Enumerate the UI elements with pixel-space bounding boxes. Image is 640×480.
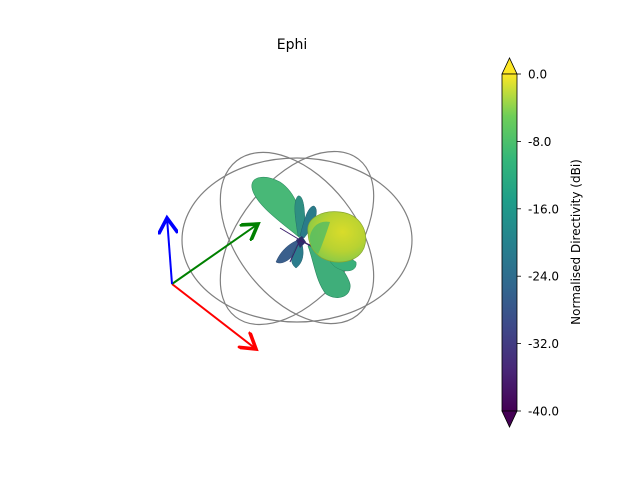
- colorbar: 0.0 -8.0 -16.0 -24.0 -32.0 -40.0 Normalised D…: [501, 57, 583, 428]
- upper-lobe: [251, 176, 302, 239]
- colorbar-tick-label: 0.0: [528, 68, 547, 82]
- y-axis-arrow: [171, 224, 258, 285]
- z-axis-arrow: [167, 218, 172, 285]
- colorbar-tick-label: -16.0: [528, 202, 559, 216]
- left-lobe-petal: [291, 243, 304, 269]
- colorbar-extend-top: [501, 57, 518, 75]
- reference-circle-horizontal: [181, 157, 413, 323]
- radiation-pattern: [251, 176, 366, 298]
- chart-title: Ephi: [277, 37, 308, 53]
- null-spike-a: [279, 227, 301, 241]
- null-spike-c: [289, 239, 301, 263]
- reference-circle-tilted-a: [219, 151, 375, 325]
- colorbar-ticks: 0.0 -8.0 -16.0 -24.0 -32.0 -40.0: [517, 68, 559, 419]
- colorbar-tick-label: -40.0: [528, 405, 559, 419]
- colorbar-label: Normalised Directivity (dBi): [569, 159, 583, 325]
- axis-arrows: [167, 218, 258, 349]
- x-axis-arrow: [171, 283, 256, 349]
- colorbar-tick-label: -8.0: [528, 135, 551, 149]
- colorbar-tick-label: -32.0: [528, 337, 559, 351]
- main-lobe-shading: [309, 221, 330, 254]
- colorbar-extend-bottom: [501, 410, 518, 428]
- colorbar-gradient: [501, 73, 518, 412]
- colorbar-tick-label: -24.0: [528, 270, 559, 284]
